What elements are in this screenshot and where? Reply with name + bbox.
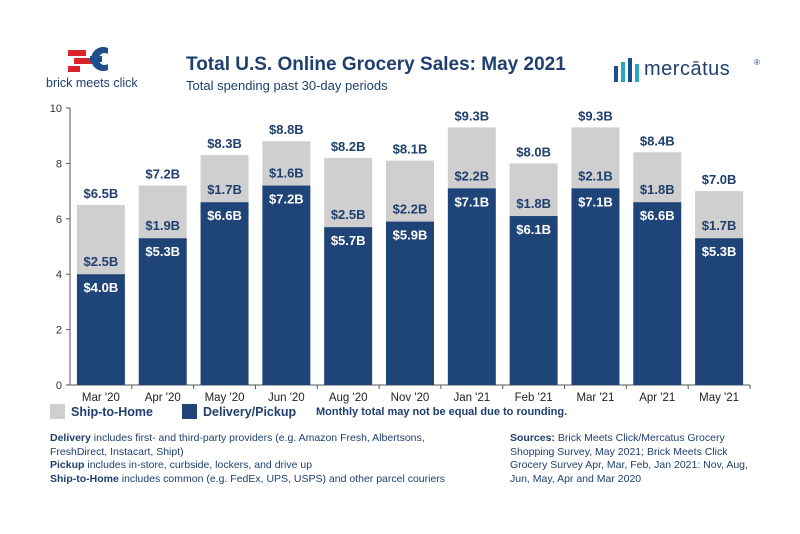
brick-meets-click-logo-icon (68, 47, 108, 72)
bar-delivery-pickup (571, 188, 620, 385)
legend-ship-to-home: Ship-to-Home (50, 404, 153, 419)
bar-total-label: $8.0B (516, 144, 551, 159)
bar-delivery-pickup (633, 202, 682, 385)
bar-total-label: $9.3B (578, 108, 613, 123)
bar-ship-to-home (633, 152, 682, 203)
rounding-note: Monthly total may not be equal due to ro… (316, 406, 568, 418)
bar-delivery-label: $5.3B (702, 244, 737, 259)
x-tick-label: Mar '20 (82, 392, 120, 404)
bar-total-label: $8.4B (640, 133, 675, 148)
delivery-term: Delivery (50, 432, 91, 444)
bar-ship-to-home (262, 141, 311, 186)
bar-ship-to-home (571, 127, 620, 189)
y-tick-label: 6 (56, 214, 62, 226)
bar-ship-label: $1.8B (516, 196, 551, 211)
bar-ship-to-home (138, 185, 187, 239)
bar-ship-label: $2.2B (393, 202, 428, 217)
bar-ship-label: $2.2B (454, 168, 489, 183)
bar-delivery-label: $6.6B (207, 208, 242, 223)
bar-delivery-label: $4.0B (84, 280, 119, 295)
bar-ship-label: $2.1B (578, 168, 613, 183)
x-tick-label: Apr '20 (145, 392, 181, 404)
bar-ship-label: $2.5B (331, 207, 366, 222)
bar-delivery-label: $7.1B (454, 194, 489, 209)
bar-delivery-label: $6.1B (516, 222, 551, 237)
bar-delivery-pickup (324, 227, 373, 385)
mercatus-logo: mercātus ® (614, 58, 764, 88)
x-tick-label: Jan '21 (453, 392, 490, 404)
bar-delivery-label: $5.9B (393, 228, 428, 243)
bar-ship-to-home (447, 127, 496, 189)
chart-title: Total U.S. Online Grocery Sales: May 202… (186, 54, 566, 75)
chart-subtitle: Total spending past 30-day periods (186, 78, 388, 93)
y-tick-label: 10 (50, 103, 62, 115)
bar-delivery-pickup (386, 221, 434, 385)
definitions-footnote: Delivery includes first- and third-party… (50, 432, 480, 486)
bar-delivery-pickup (262, 185, 311, 385)
bar-total-label: $7.0B (702, 172, 737, 187)
bar-ship-label: $2.5B (84, 254, 119, 269)
bar-delivery-pickup (695, 238, 744, 385)
legend-label-ship: Ship-to-Home (71, 405, 153, 419)
bar-delivery-pickup (447, 188, 496, 385)
bar-ship-to-home (324, 157, 373, 228)
x-tick-label: Aug '20 (329, 392, 368, 404)
x-tick-label: Feb '21 (515, 392, 553, 404)
bar-delivery-pickup (138, 238, 187, 385)
pickup-definition: includes in-store, curbside, lockers, an… (84, 459, 313, 471)
bar-delivery-pickup (200, 202, 249, 385)
y-tick-label: 0 (56, 380, 62, 392)
bar-delivery-pickup (76, 274, 125, 385)
bar-ship-label: $1.7B (207, 182, 242, 197)
bar-total-label: $8.2B (331, 139, 366, 154)
sources-text: Brick Meets Click/Mercatus Grocery Shopp… (510, 432, 748, 485)
brick-meets-click-logo: brick meets click (44, 44, 164, 94)
bar-ship-to-home (386, 160, 434, 222)
x-tick-label: Nov '20 (391, 392, 430, 404)
y-tick-label: 8 (56, 158, 62, 170)
bar-total-label: $8.1B (393, 142, 428, 157)
bar-ship-to-home (509, 163, 558, 217)
legend-swatch-ship (50, 404, 65, 419)
sources-footnote: Sources: Brick Meets Click/Mercatus Groc… (510, 432, 760, 486)
bar-delivery-label: $7.1B (578, 194, 613, 209)
bar-ship-label: $1.7B (702, 218, 737, 233)
x-tick-label: Jun '20 (268, 392, 305, 404)
bar-ship-to-home (695, 191, 744, 239)
bar-delivery-label: $6.6B (640, 208, 675, 223)
legend-delivery-pickup: Delivery/Pickup (182, 404, 296, 419)
bar-total-label: $8.3B (207, 136, 242, 151)
bar-total-label: $9.3B (454, 108, 489, 123)
x-tick-label: May '21 (699, 392, 739, 404)
x-tick-label: May '20 (205, 392, 245, 404)
legend-swatch-delivery (182, 404, 197, 419)
brick-meets-click-caption: brick meets click (46, 76, 138, 90)
bar-delivery-label: $7.2B (269, 192, 304, 207)
bar-delivery-label: $5.7B (331, 233, 366, 248)
bar-delivery-pickup (509, 216, 558, 385)
bar-total-label: $8.8B (269, 122, 304, 137)
bar-delivery-label: $5.3B (145, 244, 180, 259)
bar-ship-to-home (200, 155, 249, 203)
registered-mark: ® (754, 58, 760, 67)
bar-ship-label: $1.9B (145, 218, 180, 233)
bar-ship-to-home (76, 204, 125, 275)
mercatus-wordmark: mercātus (644, 58, 731, 80)
ship-definition: includes common (e.g. FedEx, UPS, USPS) … (118, 472, 446, 485)
pickup-term: Pickup (50, 459, 85, 471)
x-tick-label: Apr '21 (639, 392, 675, 404)
y-tick-label: 2 (56, 325, 62, 337)
legend-label-delivery: Delivery/Pickup (203, 405, 297, 419)
delivery-definition: includes first- and third-party provider… (50, 432, 425, 458)
bar-ship-label: $1.6B (269, 166, 304, 181)
bar-total-label: $6.5B (84, 186, 119, 201)
bar-total-label: $7.2B (145, 167, 180, 182)
sources-term: Sources: (510, 432, 555, 444)
y-tick-label: 4 (56, 269, 62, 281)
bar-ship-label: $1.8B (640, 182, 675, 197)
x-tick-label: Mar '21 (576, 392, 614, 404)
ship-term: Ship-to-Home (50, 472, 119, 485)
mercatus-bars-logo-icon (614, 58, 639, 82)
